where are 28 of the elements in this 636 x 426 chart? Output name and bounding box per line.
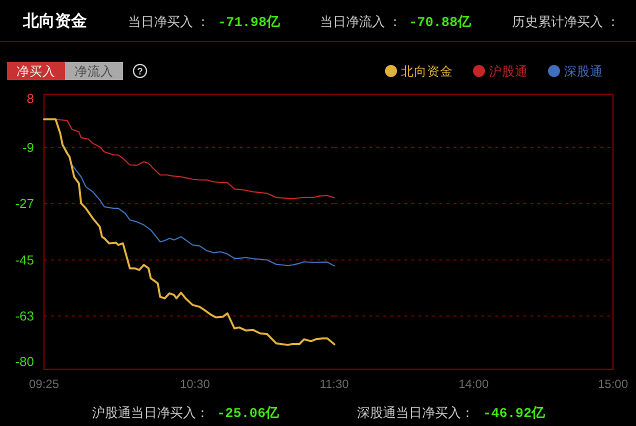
toggle-button: 净买入	[7, 62, 65, 80]
legend-label: 深股通	[564, 64, 603, 78]
legend-item: 北向资金	[385, 64, 453, 78]
y-tick-label: -9	[22, 140, 34, 155]
readout-value: -70.88亿	[409, 16, 472, 31]
y-tick-label: -80	[15, 354, 34, 370]
toggle-button: 净流入	[65, 62, 123, 80]
readout-label: 当日净买入 ：	[128, 14, 210, 29]
y-tick-label: -27	[15, 196, 34, 212]
legend-label: 沪股通	[489, 64, 528, 78]
readout-value: -71.98亿	[218, 16, 281, 31]
title: 北向资金	[23, 13, 87, 30]
legend-label: 北向资金	[401, 64, 453, 78]
x-tick-label: 09:25	[28, 377, 60, 391]
readout-label: 深股通当日净买入：	[357, 405, 474, 420]
y-tick-label: -45	[15, 252, 34, 268]
help-icon: ?	[132, 64, 148, 78]
x-tick-label: 11:30	[320, 377, 349, 391]
readout-label: 历史累计净买入 ：	[512, 14, 620, 29]
readout-value: -25.06亿	[217, 407, 280, 422]
readout-label: 当日净流入 ：	[320, 14, 402, 29]
legend-item: 沪股通	[473, 64, 528, 78]
x-tick-label: 10:30	[180, 377, 210, 391]
legend-item: 深股通	[548, 64, 603, 78]
y-tick-label: -63	[15, 308, 34, 324]
y-tick-label: 8	[26, 90, 34, 106]
readout-label: 沪股通当日净买入：	[92, 405, 209, 420]
readout-value: -46.92亿	[483, 407, 546, 422]
